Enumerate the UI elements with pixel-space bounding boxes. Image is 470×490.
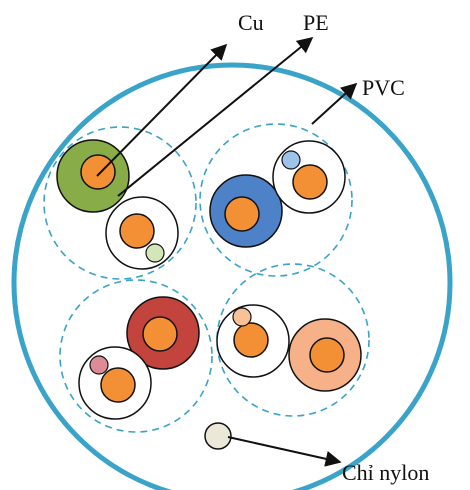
nylon-ripcord <box>204 422 232 450</box>
copper-conductor <box>224 196 260 232</box>
label-pvc: PVC <box>362 75 405 100</box>
label-cu: Cu <box>238 10 264 35</box>
pair-boundary-bottom-left <box>59 279 213 433</box>
label-nylon: Chỉ nylon <box>342 460 429 485</box>
pair-boundary-bottom-right <box>216 263 370 417</box>
stripe-marker-pink <box>89 355 109 375</box>
stripe-marker-light-orange <box>232 307 252 327</box>
twisted-pair-green <box>56 139 179 270</box>
stripe-marker-light-green <box>145 243 165 263</box>
copper-conductor <box>309 337 345 373</box>
outer-pvc-sheath <box>11 62 453 490</box>
twisted-pair-orange <box>216 304 362 392</box>
leader-line-cu <box>96 43 228 177</box>
leader-line-pvc <box>311 82 358 125</box>
leader-line-nylon <box>227 436 342 467</box>
copper-conductor <box>100 367 136 403</box>
twisted-pair-brown <box>78 296 200 420</box>
twisted-pair-blue <box>209 140 346 248</box>
copper-conductor <box>119 213 155 249</box>
label-pe: PE <box>303 10 329 35</box>
copper-conductor <box>80 154 116 190</box>
pair-boundary-top-right <box>199 123 353 277</box>
copper-conductor <box>233 322 269 358</box>
copper-conductor <box>292 164 328 200</box>
stripe-marker-light-blue <box>281 150 301 170</box>
pair-boundary-top-left <box>43 126 197 280</box>
leader-line-pe <box>117 36 314 197</box>
copper-conductor <box>142 316 178 352</box>
